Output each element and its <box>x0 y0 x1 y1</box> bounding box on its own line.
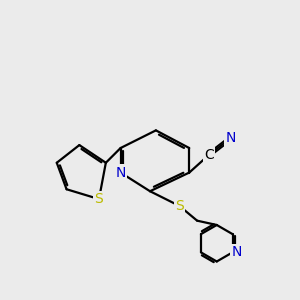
Text: S: S <box>94 192 103 206</box>
Text: C: C <box>204 148 214 162</box>
Text: N: N <box>116 166 126 180</box>
Text: S: S <box>175 199 184 213</box>
Text: N: N <box>225 131 236 145</box>
Text: N: N <box>232 245 242 260</box>
